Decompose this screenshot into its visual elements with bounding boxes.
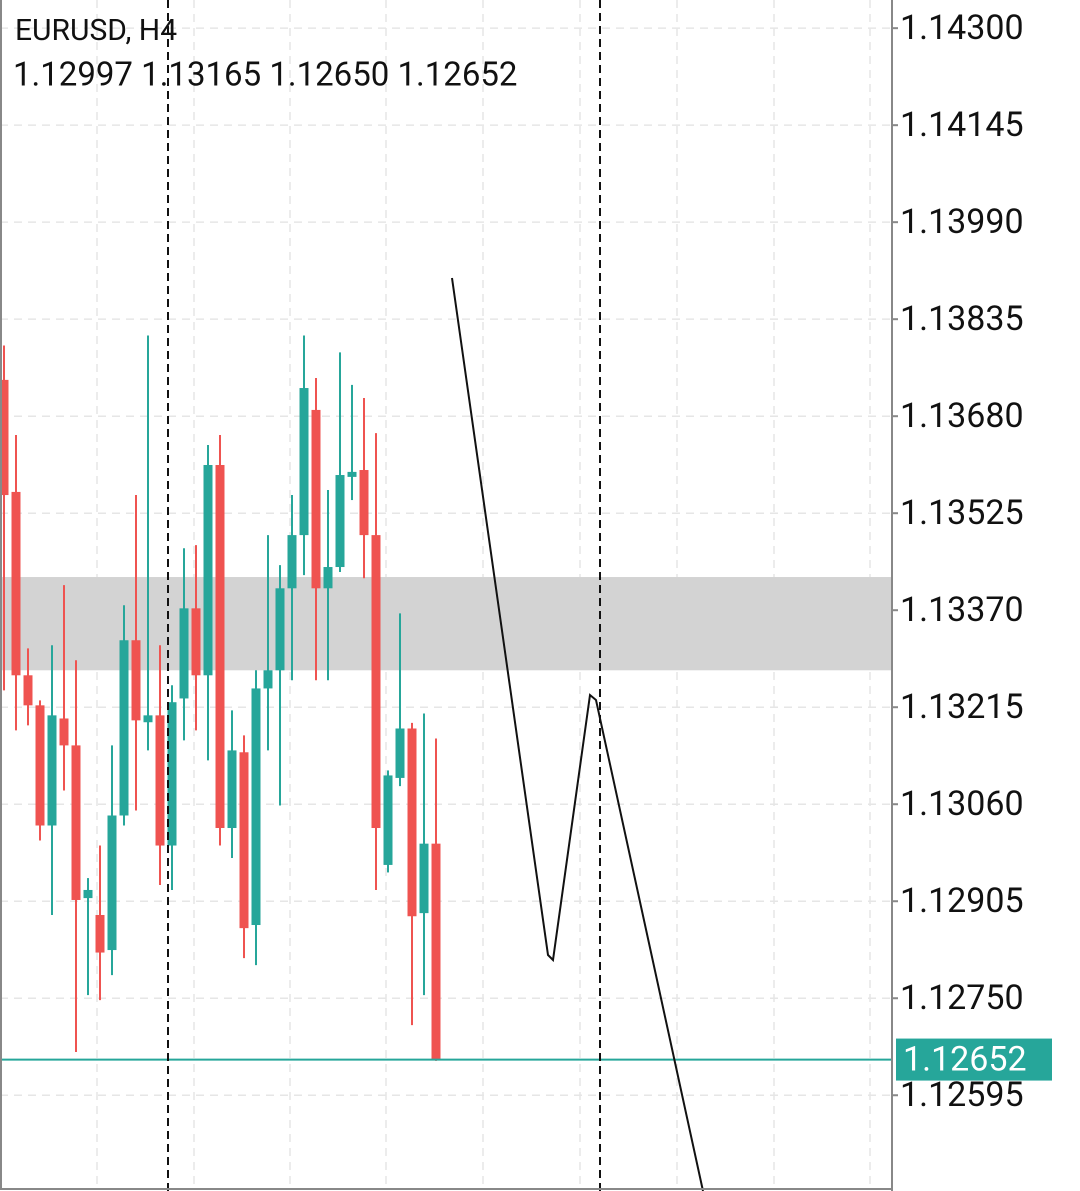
candle-body [395,728,405,778]
candle-body [83,889,93,899]
candle-body [191,608,201,676]
candle-body [143,715,153,723]
drawn-zigzag [451,277,704,1191]
candle-body [383,775,393,865]
candle-body [323,567,333,589]
candle-body [407,728,417,917]
candle-body [251,688,261,926]
y-tick-label: 1.13215 [900,687,1024,727]
y-tick-label: 1.13525 [900,493,1024,533]
candle-body [71,745,81,900]
candle-body [371,535,381,829]
candle-body [215,465,225,829]
y-tick-label: 1.13990 [900,202,1024,242]
y-tick-label: 1.12905 [900,881,1024,921]
chart-title: EURUSD, H4 [15,13,177,48]
y-tick-label: 1.12750 [900,978,1024,1018]
candle-body [35,705,45,826]
candle-body [155,715,165,846]
candle-body [431,843,441,1060]
candle-body [107,815,117,951]
y-tick-label: 1.14300 [900,8,1024,48]
candle-body [119,640,129,816]
candle-body [299,388,309,536]
candle-body [419,843,429,914]
zone [2,577,892,671]
candle-body [179,608,189,699]
y-tick-label: 1.13060 [900,784,1024,824]
candle-body [167,702,177,846]
candle-body [239,752,249,929]
last-price-box [896,1038,1052,1081]
last-price-label: 1.12652 [903,1040,1027,1080]
candle-body [335,475,345,568]
candle-body [0,379,9,496]
candle-body [263,670,273,689]
ohlc-readout: 1.12997 1.13165 1.12650 1.12652 [13,56,517,95]
y-tick-label: 1.14145 [900,105,1024,145]
candle-body [203,465,213,676]
y-tick-label: 1.13370 [900,590,1024,630]
candle-body [287,535,297,589]
candle-body [23,675,33,706]
candle-body [47,715,57,826]
candle-body [131,640,141,721]
candle-body [311,409,321,589]
y-tick-label: 1.12595 [900,1075,1024,1115]
y-tick-label: 1.13680 [900,396,1024,436]
candle-body [11,491,21,676]
candle-body [95,914,105,953]
candle-body [275,588,285,671]
candle-body [59,718,69,746]
candle-body [347,471,357,477]
candle-body [227,750,237,829]
plot-layer [0,27,892,1096]
y-tick-label: 1.13835 [900,299,1024,339]
candle-body [359,470,369,536]
